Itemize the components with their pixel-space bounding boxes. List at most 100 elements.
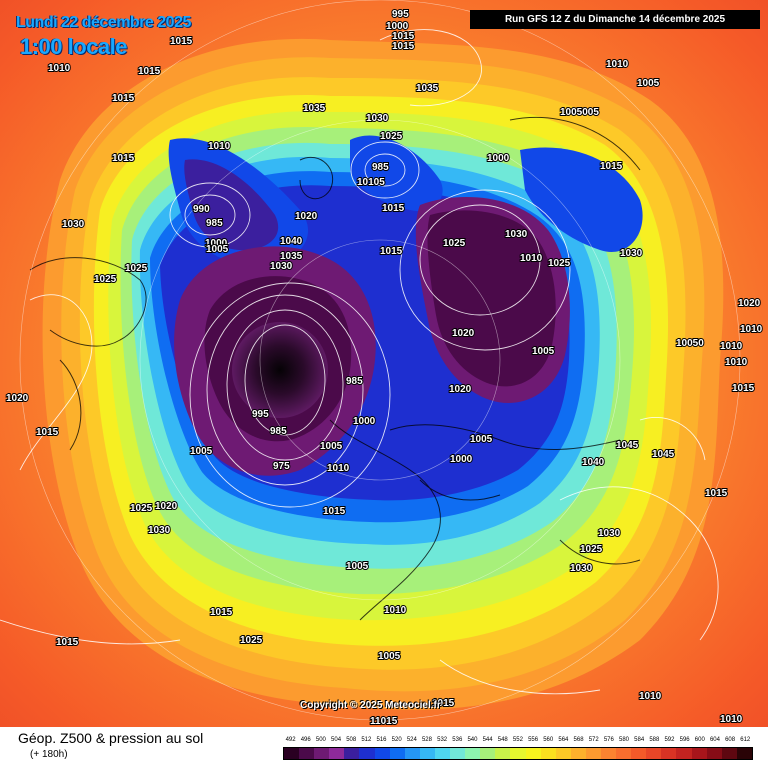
isobar-label: 1040 (582, 457, 605, 468)
isobar-label: 985 (346, 376, 363, 387)
scale-label: 504 (331, 737, 342, 743)
scale-cell (329, 748, 345, 759)
scale-cells (283, 747, 753, 760)
scale-label: 580 (619, 737, 630, 743)
scale-cell (480, 748, 496, 759)
scale-label: 508 (346, 737, 357, 743)
scale-label: 572 (588, 737, 599, 743)
isobar-label: 1005 (470, 434, 493, 445)
isobar-label: 1015 (382, 203, 405, 214)
isobar-label: 1015 (705, 488, 728, 499)
isobar-label: 1015 (600, 161, 623, 172)
scale-cell (374, 748, 390, 759)
isobar-label: 1015 (36, 427, 59, 438)
scale-cell (555, 748, 571, 759)
scale-label: 612 (740, 737, 751, 743)
isobar-label: 1015 (112, 153, 135, 164)
isobar-label: 1020 (452, 328, 475, 339)
isobar-label: 985 (206, 218, 223, 229)
scale-cell (299, 748, 315, 759)
scale-label: 496 (300, 737, 311, 743)
isobar-label: 985 (270, 426, 287, 437)
legend-bar: Géop. Z500 & pression au sol (+ 180h) 49… (0, 727, 768, 768)
scale-cell (661, 748, 677, 759)
scale-cell (434, 748, 451, 759)
isobar-label: 1030 (505, 229, 528, 240)
isobar-label: 10105 (357, 177, 385, 188)
scale-label: 544 (482, 737, 493, 743)
map-canvas: 9951000101510151010101510351010101510051… (0, 0, 768, 727)
isobar-label: 1005 (206, 244, 229, 255)
isobar-label: 1020 (449, 384, 472, 395)
forecast-map: 995 1000 1015 1015 1010 1015 1035 1010 1015 1005 1… (0, 0, 768, 727)
scale-label: 584 (634, 737, 645, 743)
color-scale: 492 496 500 504 508 512 516 520 524 528 532 536 540 5… (283, 735, 753, 765)
parameter-title: Géop. Z500 & pression au sol (18, 730, 204, 746)
isobar-label: 1015 (112, 93, 135, 104)
scale-label: 492 (285, 737, 296, 743)
scale-label: 600 (694, 737, 705, 743)
isobar-label: 11015 (370, 716, 398, 727)
isobar-label: 1005 (378, 651, 401, 662)
isobar-label: 1005 (637, 78, 660, 89)
scale-cell (585, 748, 601, 759)
isobar-label: 1010 (208, 141, 231, 152)
isobar-label: 1010 (639, 691, 662, 702)
isobar-label: 985 (372, 162, 389, 173)
forecast-hour: (+ 180h) (30, 749, 68, 760)
isobar-label: 1005 (532, 346, 555, 357)
scale-cell (600, 748, 617, 759)
isobar-label: 1000 (353, 416, 376, 427)
isobar-label: 1000 (487, 153, 510, 164)
isobar-label: 1025 (548, 258, 571, 269)
scale-label: 608 (725, 737, 736, 743)
valid-date: Lundi 22 décembre 2025 (16, 14, 191, 31)
coastlines (29, 116, 641, 621)
isobar-label: 1025 (130, 503, 153, 514)
isobar-label: 1010 (606, 59, 629, 70)
isobar-label: 1015 (392, 41, 415, 52)
isobar-label: 1015 (732, 383, 755, 394)
scale-label: 500 (315, 737, 326, 743)
isobar-label: 1025 (125, 263, 148, 274)
isobar-label: 990 (193, 204, 210, 215)
isobar-label: 995 (252, 409, 269, 420)
scale-label: 592 (664, 737, 675, 743)
isobar-label: 1010 (384, 605, 407, 616)
scale-label: 516 (376, 737, 387, 743)
scale-cell (314, 748, 330, 759)
isobar-label: 1035 (303, 103, 326, 114)
isobar-label: 1025 (443, 238, 466, 249)
isobars (0, 29, 719, 695)
isobar-label: 1005005 (560, 107, 599, 118)
scale-cell (570, 748, 586, 759)
scale-cell (616, 748, 632, 759)
isobar-label: 1015 (323, 506, 346, 517)
isobar-label: 1030 (598, 528, 621, 539)
isobar-label: 1000 (450, 454, 473, 465)
isobar-label: 1035 (280, 251, 303, 262)
isobar-label: 1030 (570, 563, 593, 574)
scale-label: 588 (649, 737, 660, 743)
run-banner: Run GFS 12 Z du Dimanche 14 décembre 202… (470, 10, 760, 29)
isobar-label: 1025 (580, 544, 603, 555)
scale-label: 540 (467, 737, 478, 743)
isobar-label: 1000 (205, 238, 228, 249)
scale-cell (344, 748, 360, 759)
isobar-label: 1025 (240, 635, 263, 646)
scale-cell (691, 748, 707, 759)
scale-cell (359, 748, 375, 759)
isobar-label: 1015 (432, 698, 455, 709)
isobar-label: 1015 (392, 31, 415, 42)
scale-label: 596 (679, 737, 690, 743)
scale-labels: 492 496 500 504 508 512 516 520 524 528 532 536 540 5… (283, 735, 753, 746)
isobar-label: 1015 (210, 607, 233, 618)
isobar-label: 1035 (416, 83, 439, 94)
isobar-label: 1010 (725, 357, 748, 368)
isobar-label: 1010 (720, 341, 743, 352)
scale-label: 528 (421, 737, 432, 743)
graticule (19, 0, 741, 721)
scale-label: 512 (361, 737, 372, 743)
scale-cell (510, 748, 526, 759)
